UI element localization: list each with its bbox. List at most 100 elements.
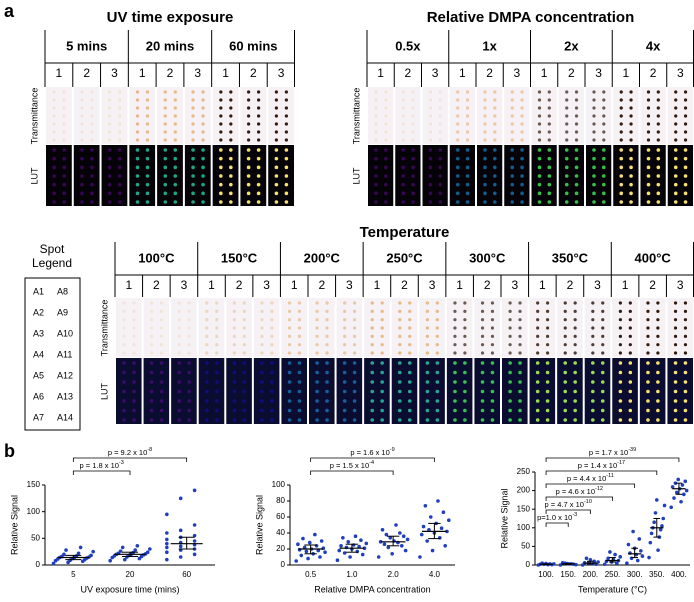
spot [270,351,274,355]
spot [573,380,577,384]
spot [537,191,542,196]
spot [118,138,122,142]
spot [117,174,122,178]
spot [52,174,56,178]
y-axis-label: Relative Signal [9,495,19,555]
data-point [680,483,685,487]
spot [80,182,84,187]
spot [242,370,247,375]
spot [315,418,319,422]
data-point [178,544,183,549]
spot [601,343,605,347]
spot [435,334,439,338]
spot [564,156,569,161]
legend-spot: A13 [57,391,73,401]
spot [315,399,319,403]
spot [646,343,650,347]
spot [493,114,497,118]
spot [398,389,402,394]
spot [132,418,136,422]
spot [163,191,168,196]
spot [453,370,457,375]
spot [287,343,292,347]
spot [219,90,223,94]
spot [398,309,402,313]
group-label: 200°C [304,250,341,265]
y-tick-label: 200 [517,486,531,495]
data-point [299,553,304,558]
spot [219,106,223,110]
spot [242,309,246,313]
spot [573,301,577,305]
spot [135,156,140,161]
spot [565,114,569,118]
spot [520,114,524,118]
spot [325,399,329,403]
spot [145,98,150,102]
spot [483,165,487,170]
spot [683,361,688,365]
spot [215,318,219,322]
spot [173,200,178,204]
spot [173,165,178,170]
spot [325,334,329,338]
spot [411,174,415,178]
spot [297,334,302,338]
panel-label: b [4,441,15,461]
transmittance-image [446,298,473,357]
spot [145,200,150,204]
spot [297,326,302,330]
replicate-label: 2 [401,278,408,292]
row-label: Transmittance [29,88,39,145]
spot [398,301,402,305]
spot [673,200,678,204]
group-label: 100°C [138,250,175,265]
spot [232,361,237,365]
spot [508,370,512,375]
data-point [145,550,150,554]
spot [510,148,515,152]
spot [425,408,430,413]
spot [90,138,94,142]
x-tick-label: 5 [71,570,76,579]
spot [573,408,577,413]
lut-image [73,145,100,206]
spot [618,309,622,313]
row-label: Transmittance [351,88,361,145]
spot [673,309,678,313]
lut-image [129,145,156,206]
data-point [323,550,327,554]
spot [163,130,167,134]
data-point [135,544,140,548]
spot [591,370,595,375]
spot [428,148,433,152]
spot [214,361,219,365]
spot [508,326,512,330]
spot [163,138,167,142]
spot [435,399,440,403]
y-tick-label: 20 [276,544,285,553]
data-point [403,548,408,553]
lut-image [240,145,267,206]
spot [284,174,289,178]
spot [270,399,274,403]
spot [629,200,633,204]
spot [411,148,415,152]
spot [232,399,237,403]
spot [602,148,606,152]
spot [673,370,678,375]
spot [187,389,191,394]
spot [673,351,678,355]
spot [219,200,223,204]
p-value-exponent: -10 [584,499,592,505]
spot [370,318,374,322]
spot [619,90,623,94]
spot [107,174,112,178]
spot [493,106,497,110]
x-tick-label: 350. [649,570,665,579]
spot [370,309,374,313]
spot [173,98,177,102]
lut-image [171,358,197,424]
spot [547,122,551,126]
spot [219,138,223,142]
